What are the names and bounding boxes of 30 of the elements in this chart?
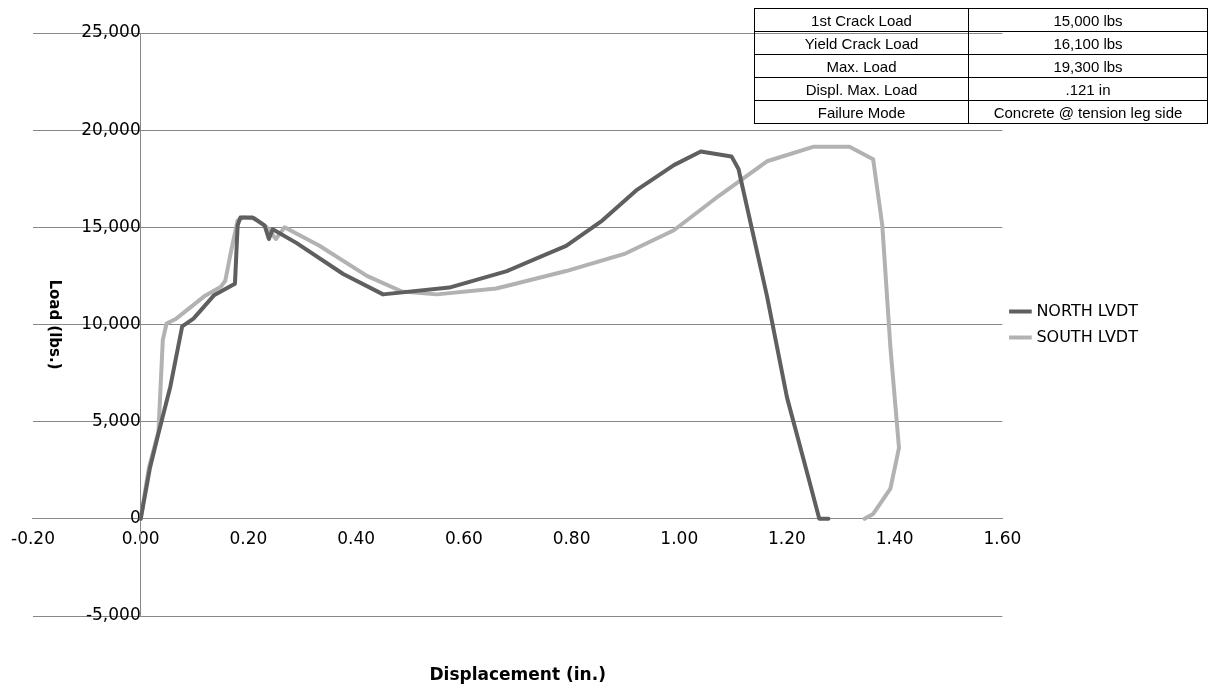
annotation: Displ. Max. Load	[754, 77, 969, 101]
x-tick-label: 1.00	[660, 528, 699, 549]
legend-label: NORTH LVDT	[1036, 300, 1139, 320]
annotation: Max. Load	[754, 54, 969, 78]
text: 15,000 lbs	[968, 8, 1208, 32]
x-tick-label: 0.60	[444, 528, 483, 549]
y-tick-label: 25,000	[81, 21, 141, 42]
y-tick-label: 5,000	[92, 410, 141, 431]
x-tick-label: -0.20	[10, 528, 55, 549]
y-tick-label: 20,000	[81, 118, 141, 139]
text: 1st Crack Load	[754, 8, 969, 32]
text: .121 in	[968, 77, 1208, 101]
x-axis-title: Displacement (in.)	[429, 664, 606, 685]
annotation: Yield Crack Load	[754, 31, 969, 55]
y-axis-title: Load (lbs.)	[46, 279, 65, 370]
y-tick-label: 15,000	[81, 215, 141, 236]
y-tick-label: 10,000	[81, 312, 141, 333]
x-tick-label: 1.20	[768, 528, 806, 549]
x-tick-label: 0.80	[552, 528, 591, 549]
legend-label: SOUTH LVDT	[1036, 326, 1139, 346]
x-tick-label: 0.20	[229, 528, 268, 549]
annotation: Concrete @ tension leg side	[968, 100, 1208, 124]
annotation: Failure Mode	[754, 100, 969, 124]
y-tick-label: -5,000	[85, 604, 141, 625]
x-tick-label: 1.40	[875, 528, 914, 549]
y-tick-label: 0	[129, 507, 141, 528]
text: 16,100 lbs	[968, 31, 1208, 55]
x-tick-label: 1.60	[983, 528, 1022, 549]
text: 19,300 lbs	[968, 54, 1208, 78]
x-tick-label: 0.40	[337, 528, 376, 549]
